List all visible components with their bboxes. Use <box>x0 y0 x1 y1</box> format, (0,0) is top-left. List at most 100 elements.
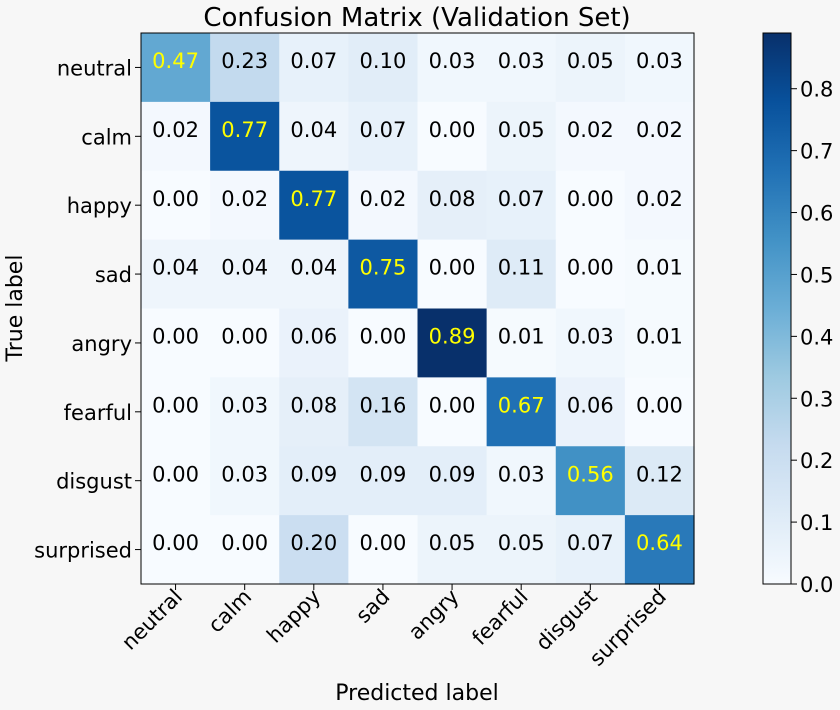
cell-value-label: 0.06 <box>567 393 614 417</box>
heatmap-cell <box>555 515 626 585</box>
heatmap-cell <box>348 101 419 172</box>
heatmap-cell <box>141 308 211 378</box>
x-tick-label: calm <box>203 585 256 638</box>
cell-value-label: 0.75 <box>360 256 407 280</box>
heatmap-cell <box>141 101 211 172</box>
heatmap-cell <box>141 377 211 447</box>
heatmap-frame <box>140 32 695 585</box>
cell-value-label: 0.02 <box>636 118 683 142</box>
y-tick-label: neutral <box>57 56 132 80</box>
cell-value-label: 0.01 <box>636 256 683 280</box>
heatmap-cell <box>279 170 349 241</box>
colorbar-tick-label: 0.0 <box>800 573 833 597</box>
heatmap-cell <box>555 377 626 447</box>
cell-value-label: 0.09 <box>360 462 407 486</box>
heatmap-cell <box>555 101 626 172</box>
heatmap-cell <box>486 170 557 241</box>
colorbar-ticks: 0.0 0.1 0.2 0.3 0.4 0.5 0.6 0.7 0.8 <box>791 78 833 597</box>
cell-value-label: 0.04 <box>152 256 199 280</box>
heatmap-cell <box>348 515 419 585</box>
cell-value-label: 0.07 <box>567 531 614 555</box>
heatmap-cell <box>141 239 211 310</box>
cell-value-label: 0.77 <box>290 187 337 211</box>
cell-value-label: 0.00 <box>567 256 614 280</box>
y-tick-label: disgust <box>56 470 132 494</box>
cell-value-label: 0.00 <box>152 187 199 211</box>
heatmap-cell <box>279 515 349 585</box>
heatmap-cell <box>210 170 280 241</box>
cell-value-label: 0.02 <box>152 118 199 142</box>
colorbar-tick-label: 0.7 <box>800 140 833 164</box>
heatmap-cell <box>417 446 488 516</box>
colorbar-tick-label: 0.8 <box>800 78 833 102</box>
heatmap-cell <box>279 446 349 516</box>
y-tick-label: angry <box>71 332 132 356</box>
cell-value-label: 0.03 <box>567 325 614 349</box>
heatmap-cell <box>486 308 557 378</box>
heatmap-cell <box>348 33 419 103</box>
cell-value-label: 0.67 <box>498 393 545 417</box>
cell-value-label: 0.56 <box>567 462 614 486</box>
x-tick-label: neutral <box>117 585 187 655</box>
cell-value-label: 0.20 <box>290 531 337 555</box>
cell-value-label: 0.00 <box>429 118 476 142</box>
heatmap-cell <box>486 239 557 310</box>
cell-value-label: 0.00 <box>567 187 614 211</box>
cell-value-label: 0.00 <box>152 531 199 555</box>
heatmap-cell <box>141 446 211 516</box>
heatmap-cell <box>555 239 626 310</box>
heatmap-cell <box>486 446 557 516</box>
heatmap-cell <box>279 33 349 103</box>
heatmap-cell <box>141 33 211 103</box>
cell-value-label: 0.04 <box>290 118 337 142</box>
cell-value-label: 0.00 <box>152 393 199 417</box>
cell-value-label: 0.07 <box>290 49 337 73</box>
y-tick-label: fearful <box>64 401 132 425</box>
y-axis-label: True label <box>3 255 28 363</box>
heatmap-cell <box>279 239 349 310</box>
cell-value-label: 0.02 <box>636 187 683 211</box>
cell-value-label: 0.03 <box>636 49 683 73</box>
colorbar-tick-label: 0.4 <box>800 325 833 349</box>
heatmap-cell <box>348 239 419 310</box>
heatmap-cell <box>555 446 626 516</box>
heatmap-cell <box>624 515 695 585</box>
cell-value-label: 0.07 <box>498 187 545 211</box>
heatmap-cell <box>486 33 557 103</box>
heatmap-cell <box>210 101 280 172</box>
cell-value-label: 0.00 <box>429 393 476 417</box>
heatmap-cell <box>624 308 695 378</box>
heatmap-cell <box>348 446 419 516</box>
heatmap-cell <box>279 308 349 378</box>
x-tick-label: happy <box>262 585 325 648</box>
cell-value-label: 0.05 <box>498 531 545 555</box>
cell-value-label: 0.04 <box>221 256 268 280</box>
x-tick-label: disgust <box>531 585 602 656</box>
cell-value-label: 0.00 <box>360 325 407 349</box>
cell-value-label: 0.77 <box>221 118 268 142</box>
cell-value-label: 0.00 <box>429 256 476 280</box>
heatmap-cell <box>210 515 280 585</box>
cell-value-label: 0.64 <box>636 531 683 555</box>
cell-value-label: 0.09 <box>429 462 476 486</box>
heatmap-cell <box>417 170 488 241</box>
x-tick-labels: neutral calm happy sad angry fearfuldisgustsu… <box>117 584 671 671</box>
heatmap-cell <box>555 308 626 378</box>
cell-value-label: 0.89 <box>429 325 476 349</box>
cell-value-label: 0.00 <box>152 325 199 349</box>
x-tick-label: fearful <box>467 585 532 650</box>
heatmap-cells <box>141 33 695 585</box>
heatmap-cell <box>417 308 488 378</box>
cell-value-label: 0.05 <box>429 531 476 555</box>
colorbar-tick-label: 0.1 <box>800 511 833 535</box>
heatmap-cell <box>141 515 211 585</box>
cell-value-label: 0.00 <box>221 531 268 555</box>
heatmap-cell <box>624 101 695 172</box>
heatmap-cell <box>210 33 280 103</box>
heatmap-cell <box>624 170 695 241</box>
heatmap-cell <box>417 101 488 172</box>
x-axis-label: Predicted label <box>335 681 498 706</box>
colorbar <box>762 32 792 585</box>
cell-value-label: 0.23 <box>221 49 268 73</box>
heatmap-cell <box>417 377 488 447</box>
